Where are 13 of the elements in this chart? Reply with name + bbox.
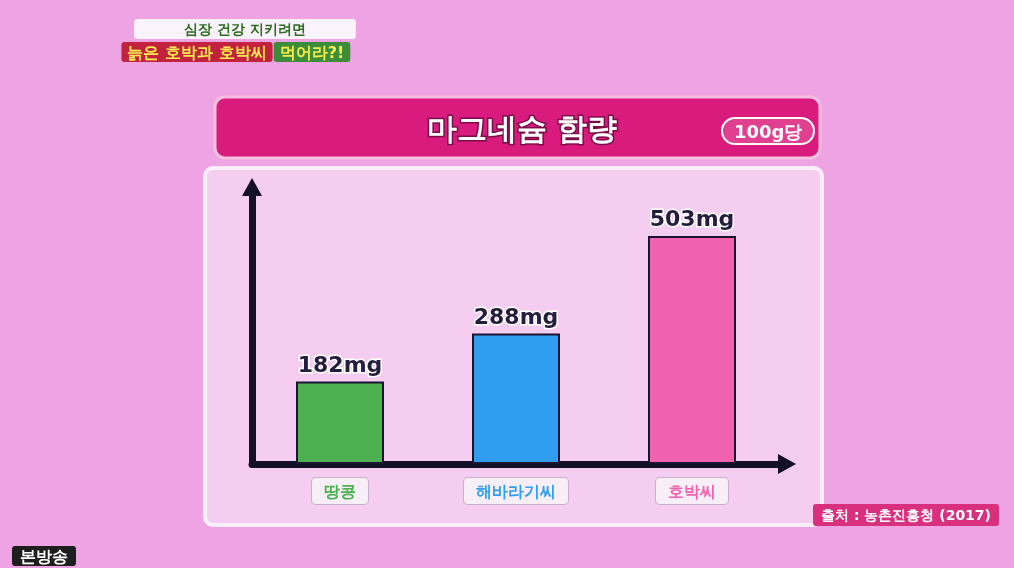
data-label: 288mg (473, 303, 559, 329)
chart-subtitle: 100g당 (734, 120, 803, 142)
text: 본방송 (20, 546, 68, 566)
data-label: 182mg (297, 351, 383, 377)
text: 먹어라?! (279, 42, 345, 62)
text: 심장 건강 지키려면 (184, 21, 306, 37)
chart-title: 마그네슘 함량 (426, 110, 618, 146)
x-tick-label: 땅콩 (324, 481, 356, 501)
x-tick-label: 호박씨 (668, 481, 716, 501)
x-tick-label: 해바라기씨 (476, 481, 556, 501)
text: 늙은 호박과 호박씨 (127, 42, 267, 62)
source-note: 출처 : 농촌진흥청 (2017) (821, 507, 991, 523)
data-label: 503mg (649, 206, 735, 232)
